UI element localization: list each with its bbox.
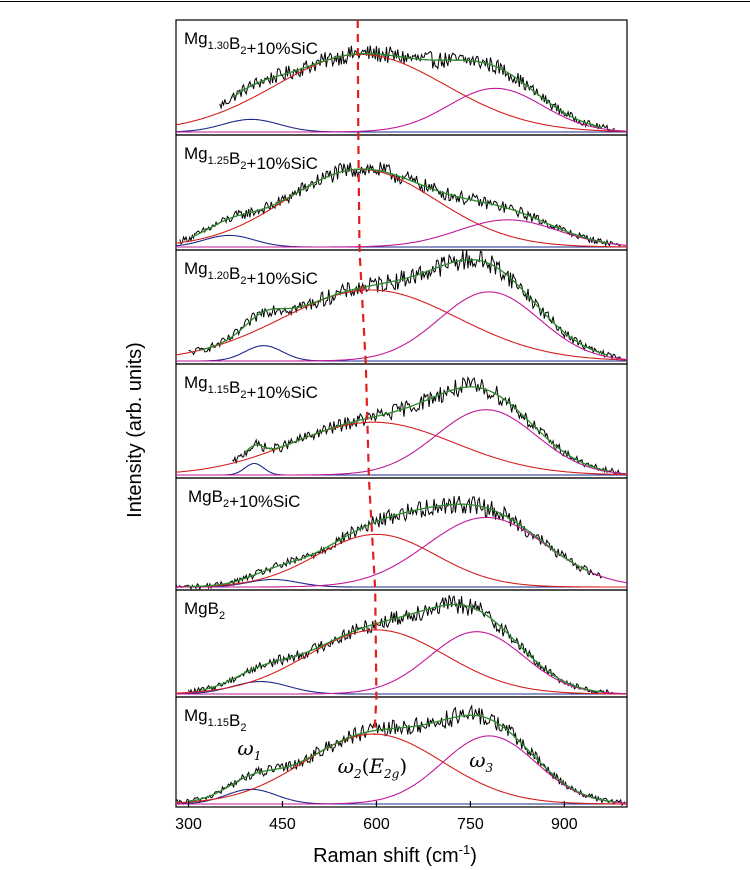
- panels-layer: Mg1.30B2+10%SiC Mg1.25B2+10%SiC Mg1.20B2+1…: [175, 19, 628, 808]
- omega3-component: [176, 219, 628, 248]
- fit-envelope: [188, 503, 590, 588]
- panel-7: Mg1.15B2: [175, 696, 628, 808]
- measured-spectrum: [232, 375, 621, 476]
- x-tick-label: 300: [175, 816, 202, 833]
- omega2-shift-guide: [356, 19, 378, 736]
- omega1-component: [176, 118, 627, 133]
- omega3-component: [176, 409, 627, 476]
- omega1-annotation: ω1: [237, 736, 261, 763]
- panel-frame: [175, 249, 628, 365]
- omega2-component: [175, 421, 627, 476]
- omega2-component: [175, 629, 627, 695]
- fit-envelope: [192, 168, 609, 244]
- panel-frame: [175, 19, 628, 136]
- panel-5: MgB2+10%SiC: [175, 477, 628, 591]
- omega3-annotation: ω3: [469, 748, 493, 775]
- omega3-component: [176, 631, 627, 695]
- panel-label: Mg1.20B2+10%SiC: [184, 259, 318, 288]
- panel-label: MgB2: [184, 599, 225, 622]
- omega2-component: [176, 733, 627, 805]
- panel-label: MgB2+10%SiC: [188, 487, 300, 511]
- fit-envelope: [200, 603, 602, 693]
- omega2-component: [175, 289, 627, 361]
- fit-envelope: [232, 52, 603, 128]
- panel-6: MgB2: [175, 589, 628, 698]
- y-axis-label: Intensity (arb. units): [124, 342, 146, 518]
- panel-frame: [175, 363, 628, 479]
- panel-frame: [175, 696, 628, 808]
- panel-3: Mg1.20B2+10%SiC: [175, 249, 628, 365]
- omega2-component: [175, 53, 628, 133]
- panel-label: Mg1.25B2+10%SiC: [184, 144, 318, 173]
- omega3-component: [176, 735, 628, 805]
- omega1-component: [176, 578, 627, 588]
- x-axis-label: Raman shift (cm-1): [313, 842, 477, 867]
- omega1-component: [176, 345, 627, 362]
- panel-1: Mg1.30B2+10%SiC: [175, 19, 628, 136]
- x-tick-label: 600: [363, 816, 390, 833]
- measured-spectrum: [179, 162, 622, 248]
- x-tick-label: 450: [269, 816, 296, 833]
- omega1-component: [176, 462, 627, 476]
- fit-envelope: [188, 714, 615, 803]
- panel-label: Mg1.15B2+10%SiC: [184, 373, 318, 402]
- fit-envelope: [244, 386, 609, 472]
- omega2-component: [176, 533, 627, 588]
- ticks-layer: 300 450 600 750 900 ω1 ω2(E2g) ω3: [175, 736, 578, 833]
- measured-spectrum: [219, 45, 615, 133]
- x-tick-label: 900: [551, 816, 578, 833]
- omega3-component: [176, 87, 627, 133]
- measured-spectrum: [188, 250, 622, 361]
- panel-2: Mg1.25B2+10%SiC: [175, 134, 628, 251]
- panel-label: Mg1.30B2+10%SiC: [184, 29, 318, 58]
- measured-spectrum: [188, 595, 615, 695]
- omega1-component: [175, 234, 627, 248]
- guide-layer: [356, 19, 378, 736]
- panel-label: Mg1.15B2: [184, 706, 247, 734]
- omega2-annotation: ω2(E2g): [338, 754, 408, 781]
- fit-envelope: [200, 258, 609, 356]
- panel-frame: [175, 134, 628, 251]
- omega3-component: [176, 291, 628, 362]
- top-border-line: [0, 1, 750, 2]
- x-tick-label: 750: [457, 816, 484, 833]
- omega2-component: [175, 168, 628, 248]
- panel-4: Mg1.15B2+10%SiC: [175, 363, 628, 479]
